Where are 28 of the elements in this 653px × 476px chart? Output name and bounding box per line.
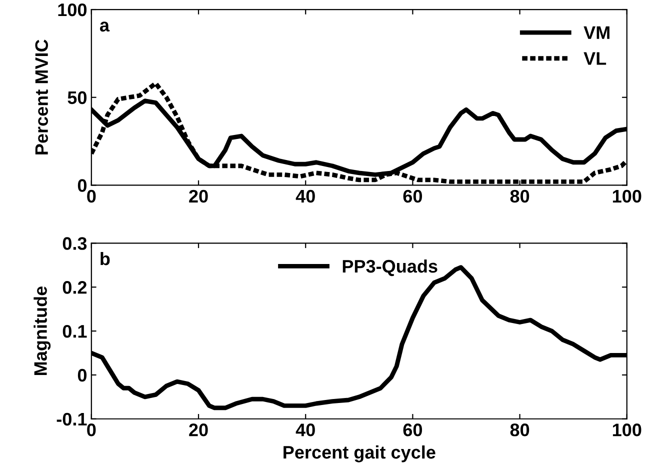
annotation: a [100, 22, 110, 32]
x-tick-label: 80 [510, 424, 530, 436]
x-tick-label: 100 [612, 424, 642, 436]
x-tick-label: 40 [296, 190, 315, 203]
y-tick-label: -0.1 [56, 412, 87, 426]
x-tick-label: 20 [189, 424, 208, 436]
y-tick-label: 50 [68, 91, 87, 104]
y-tick-label: 0.3 [62, 237, 87, 250]
y-tick-label: 0 [78, 368, 87, 382]
y-tick-label: 0.2 [62, 281, 87, 294]
y-tick-label: 100 [58, 3, 87, 16]
legend-label: VM [584, 26, 610, 39]
y-tick-label: 0.1 [62, 324, 87, 338]
y-axis-title: Magnitude [34, 286, 51, 375]
y-tick-label: 0 [78, 179, 87, 192]
x-tick-label: 0 [87, 424, 96, 436]
x-tick-label: 0 [87, 190, 96, 203]
legend-label: VL [584, 52, 606, 65]
annotation: b [100, 252, 110, 266]
x-tick-label: 80 [510, 190, 530, 203]
x-tick-label: 60 [403, 190, 422, 203]
x-tick-label: 60 [403, 424, 422, 436]
x-tick-label: 40 [296, 424, 315, 436]
x-tick-label: 100 [612, 190, 642, 203]
legend-label: PP3-Quads [342, 259, 438, 276]
x-tick-label: 20 [189, 190, 208, 203]
x-axis-title: Percent gait cycle [284, 445, 436, 462]
y-axis-title: Percent MVIC [35, 40, 48, 154]
